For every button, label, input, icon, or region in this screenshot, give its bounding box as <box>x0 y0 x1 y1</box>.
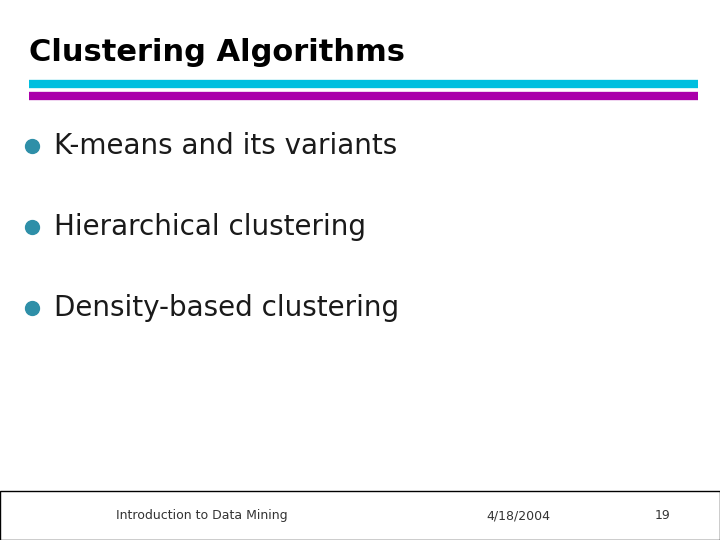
Text: 19: 19 <box>654 509 670 522</box>
Text: K-means and its variants: K-means and its variants <box>54 132 397 160</box>
Text: Hierarchical clustering: Hierarchical clustering <box>54 213 366 241</box>
FancyBboxPatch shape <box>0 491 720 540</box>
Text: Density-based clustering: Density-based clustering <box>54 294 399 322</box>
Text: Introduction to Data Mining: Introduction to Data Mining <box>116 509 287 522</box>
Text: 4/18/2004: 4/18/2004 <box>487 509 550 522</box>
Text: Clustering Algorithms: Clustering Algorithms <box>29 38 405 67</box>
